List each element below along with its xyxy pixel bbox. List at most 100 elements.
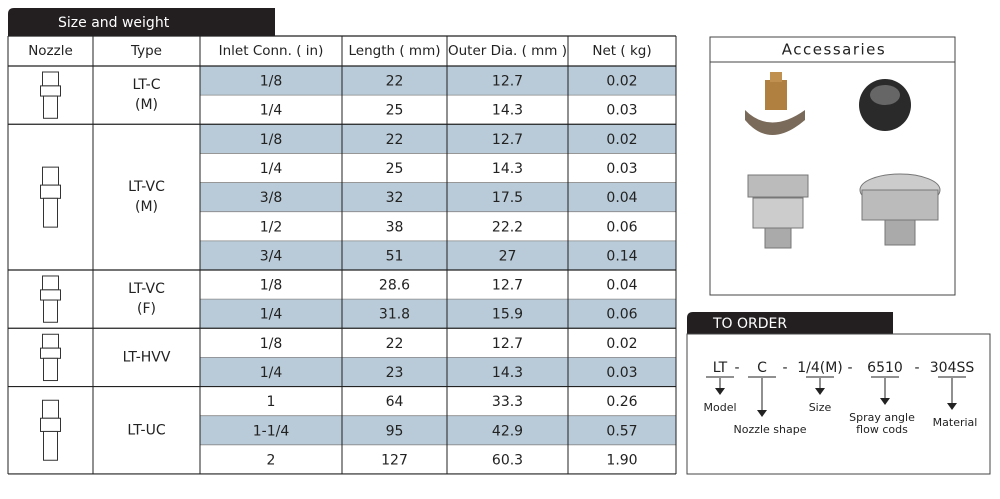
cell: 3/8 [260,190,283,206]
accessory-image [747,174,809,249]
order-label: Nozzle shape [733,423,806,436]
column-header: Length ( mm) [349,43,441,59]
nozzle-icon [40,71,61,119]
cell: 1/4 [260,365,283,381]
cell: 1/8 [260,336,283,352]
cell: 0.02 [606,336,637,352]
cell: 27 [499,248,517,264]
order-separator: - [734,360,739,376]
cell: 0.26 [606,394,637,410]
cell: 1/8 [260,132,283,148]
cell: 0.06 [606,307,637,323]
cell: 1/4 [260,307,283,323]
cell: 1 [267,394,276,410]
nozzle-icon [40,275,61,323]
order-label: Size [809,401,832,414]
order-label: Material [933,416,978,429]
arrow-head [815,388,825,395]
cell: 28.6 [379,278,410,294]
column-header: Nozzle [28,43,73,59]
cell: 0.06 [606,219,637,235]
cell: 22 [386,74,404,90]
order-code: 6510 [867,360,903,376]
accessory-image [859,173,941,246]
column-header: Inlet Conn. ( in) [219,43,324,59]
order-box [686,333,991,475]
accessories-box [709,36,956,296]
order-separator: - [847,360,852,376]
cell: 31.8 [379,307,410,323]
accessories-title: Accessaries [782,41,886,59]
cell: 3/4 [260,248,283,264]
cell: 51 [386,248,404,264]
cell: 1-1/4 [253,423,290,439]
order-title: TO ORDER [712,316,787,332]
cell: 14.3 [492,103,523,119]
order-code: 304SS [930,360,975,376]
order-label: flow cods [856,423,908,436]
cell: 0.04 [606,278,637,294]
cell: 60.3 [492,452,523,468]
order-label: Model [703,401,736,414]
cell: 1/2 [260,219,283,235]
column-header: Type [130,43,162,59]
cell: 0.57 [606,423,637,439]
nozzle-icon [40,166,61,228]
row-shade [200,66,676,96]
type-label: LT-C [133,77,161,93]
order-code: LT [713,360,728,376]
cell: 25 [386,161,404,177]
column-header: Net ( kg) [592,43,651,59]
table-title: Size and weight [58,15,170,31]
accessory-image [859,79,911,131]
cell: 17.5 [492,190,523,206]
cell: 14.3 [492,161,523,177]
cell: 1/4 [260,103,283,119]
row-shade [200,124,676,154]
row-shade [200,415,676,445]
cell: 0.03 [606,103,637,119]
cell: 22 [386,336,404,352]
cell: 23 [386,365,404,381]
cell: 12.7 [492,132,523,148]
type-label: LT-VC [128,179,165,195]
cell: 12.7 [492,278,523,294]
cell: 38 [386,219,404,235]
cell: 0.04 [606,190,637,206]
cell: 12.7 [492,336,523,352]
cell: 1/8 [260,74,283,90]
order-label: Spray angle [849,411,915,424]
type-label: (F) [137,301,156,317]
cell: 1/8 [260,278,283,294]
cell: 15.9 [492,307,523,323]
row-shade [200,182,676,212]
accessory-image [745,72,805,135]
cell: 0.02 [606,132,637,148]
type-label: LT-VC [128,281,165,297]
type-label: (M) [135,97,158,113]
row-shade [200,357,676,387]
arrow-head [757,410,767,417]
cell: 127 [381,452,408,468]
order-separator: - [782,360,787,376]
cell: 0.14 [606,248,637,264]
nozzle-icon [40,333,61,382]
order-separator: - [914,360,919,376]
cell: 64 [386,394,404,410]
column-header: Outer Dia. ( mm ) [448,43,567,59]
arrow-head [880,398,890,405]
cell: 14.3 [492,365,523,381]
cell: 0.02 [606,74,637,90]
arrow-head [715,388,725,395]
cell: 22.2 [492,219,523,235]
cell: 1.90 [606,452,637,468]
type-label: (M) [135,199,158,215]
cell: 42.9 [492,423,523,439]
cell: 32 [386,190,404,206]
arrow-head [947,403,957,410]
type-label: LT-UC [127,422,165,438]
order-code: C [757,360,767,376]
type-label: LT-HVV [123,349,171,365]
